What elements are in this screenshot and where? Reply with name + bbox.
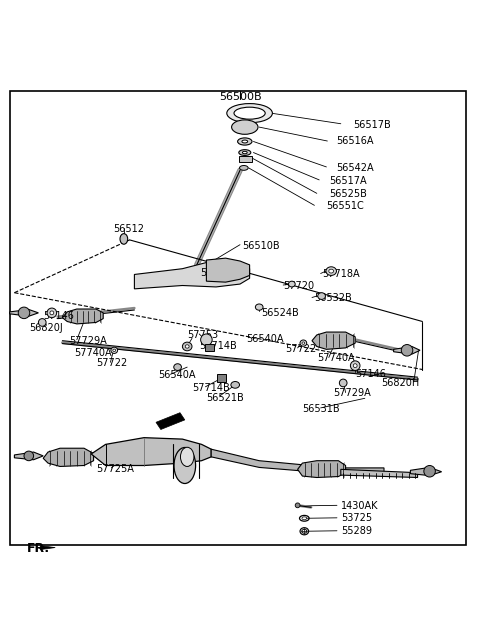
Text: 56540A: 56540A (246, 334, 284, 344)
Text: 56517A: 56517A (329, 176, 366, 186)
Text: 56820H: 56820H (382, 378, 420, 388)
Polygon shape (298, 460, 346, 478)
Circle shape (50, 311, 54, 315)
Text: 57146: 57146 (355, 369, 386, 379)
Polygon shape (14, 452, 43, 460)
Text: 1430AK: 1430AK (341, 502, 378, 511)
Circle shape (339, 379, 347, 387)
Bar (205, 343, 214, 351)
Ellipse shape (300, 528, 309, 535)
Text: 56532B: 56532B (314, 293, 352, 303)
Text: 57718A: 57718A (323, 269, 360, 280)
Polygon shape (394, 347, 420, 354)
Circle shape (24, 451, 34, 460)
Text: 56510B: 56510B (242, 241, 280, 251)
Text: 56551A: 56551A (201, 267, 238, 278)
Text: 57714B: 57714B (199, 341, 237, 352)
Polygon shape (341, 469, 418, 478)
Circle shape (350, 361, 360, 370)
Ellipse shape (242, 140, 248, 143)
Polygon shape (134, 260, 250, 289)
Text: 57729A: 57729A (70, 336, 108, 346)
Ellipse shape (227, 104, 273, 123)
Polygon shape (10, 309, 38, 316)
Ellipse shape (180, 448, 194, 466)
Ellipse shape (113, 349, 116, 352)
Ellipse shape (329, 269, 334, 273)
Ellipse shape (239, 150, 251, 156)
Ellipse shape (238, 138, 252, 145)
Ellipse shape (182, 342, 192, 351)
Ellipse shape (302, 342, 305, 344)
Polygon shape (211, 449, 384, 474)
Text: 57740A: 57740A (317, 354, 354, 363)
Polygon shape (43, 448, 94, 466)
Polygon shape (91, 438, 211, 466)
Text: 57146: 57146 (43, 311, 74, 321)
Circle shape (18, 307, 30, 319)
Ellipse shape (302, 517, 307, 520)
Ellipse shape (302, 529, 307, 533)
Text: 56500B: 56500B (219, 92, 261, 102)
Text: 57725A: 57725A (96, 464, 134, 475)
Bar (239, 156, 252, 161)
Polygon shape (206, 258, 250, 282)
Text: 57714B: 57714B (192, 383, 230, 393)
Text: 56524B: 56524B (262, 308, 300, 318)
Text: 57753: 57753 (187, 330, 218, 340)
Ellipse shape (174, 364, 181, 370)
Ellipse shape (234, 107, 265, 119)
Ellipse shape (232, 120, 258, 134)
Ellipse shape (288, 281, 295, 287)
Circle shape (424, 466, 435, 477)
Circle shape (353, 364, 357, 368)
Text: 56542A: 56542A (336, 163, 373, 173)
Bar (217, 374, 226, 381)
Circle shape (295, 503, 300, 508)
Text: 53725: 53725 (341, 513, 372, 523)
Text: 55289: 55289 (341, 526, 372, 536)
Ellipse shape (231, 381, 240, 388)
Circle shape (201, 334, 212, 345)
Text: 56540A: 56540A (158, 370, 196, 380)
Circle shape (38, 319, 46, 326)
Polygon shape (41, 546, 55, 550)
Text: 56512: 56512 (113, 224, 144, 234)
Ellipse shape (242, 151, 247, 154)
Ellipse shape (318, 293, 325, 300)
Text: 57729A: 57729A (334, 388, 372, 399)
Text: FR.: FR. (26, 541, 49, 554)
Text: 56820J: 56820J (29, 323, 62, 333)
Text: 56525B: 56525B (329, 189, 367, 199)
Text: 57740A: 57740A (74, 348, 112, 358)
Circle shape (401, 345, 413, 356)
Ellipse shape (255, 304, 263, 310)
Text: 57720: 57720 (283, 282, 314, 291)
Polygon shape (312, 332, 355, 349)
Text: 56521B: 56521B (206, 394, 244, 403)
Polygon shape (156, 413, 185, 430)
Ellipse shape (120, 233, 128, 244)
Ellipse shape (240, 165, 248, 170)
Circle shape (47, 308, 57, 318)
Ellipse shape (174, 448, 196, 484)
Text: 56517B: 56517B (353, 120, 391, 130)
Polygon shape (410, 467, 442, 476)
Text: 56516A: 56516A (336, 136, 373, 147)
Ellipse shape (326, 267, 336, 275)
Ellipse shape (111, 347, 118, 354)
Polygon shape (62, 309, 103, 324)
Text: 57722: 57722 (96, 358, 127, 368)
Ellipse shape (185, 345, 189, 348)
Text: 56551C: 56551C (326, 201, 364, 212)
Ellipse shape (300, 340, 307, 346)
Text: 57722: 57722 (286, 344, 317, 354)
Text: 56531B: 56531B (302, 404, 340, 414)
